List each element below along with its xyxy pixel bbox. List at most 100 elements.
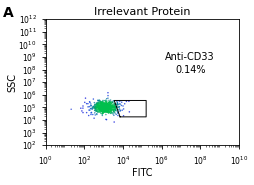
Point bbox=[103, 106, 107, 109]
Point bbox=[98, 109, 102, 112]
Point bbox=[96, 106, 100, 109]
Point bbox=[105, 91, 109, 94]
Point bbox=[115, 106, 119, 109]
Point bbox=[97, 107, 101, 110]
Point bbox=[92, 103, 97, 106]
Point bbox=[96, 108, 100, 111]
Point bbox=[109, 105, 113, 108]
Point bbox=[105, 106, 109, 109]
Point bbox=[101, 107, 105, 110]
Point bbox=[98, 105, 102, 108]
Point bbox=[107, 111, 111, 114]
Point bbox=[107, 101, 111, 104]
Point bbox=[112, 121, 116, 124]
Point bbox=[102, 103, 106, 106]
Point bbox=[102, 108, 106, 111]
Point bbox=[113, 106, 117, 109]
Point bbox=[109, 102, 113, 105]
Point bbox=[109, 108, 113, 111]
Point bbox=[106, 109, 110, 112]
Point bbox=[102, 107, 106, 110]
Point bbox=[105, 105, 109, 108]
Point bbox=[101, 102, 105, 105]
Point bbox=[106, 107, 110, 110]
Point bbox=[96, 110, 100, 113]
Point bbox=[109, 102, 113, 105]
Point bbox=[109, 108, 113, 111]
Point bbox=[97, 108, 101, 111]
Point bbox=[103, 101, 107, 104]
Point bbox=[99, 107, 103, 110]
Point bbox=[112, 106, 116, 109]
Point bbox=[96, 107, 100, 110]
Point bbox=[95, 104, 99, 107]
Point bbox=[107, 108, 111, 111]
Point bbox=[101, 112, 105, 115]
Point bbox=[112, 106, 116, 109]
Point bbox=[119, 101, 123, 104]
Point bbox=[89, 113, 93, 116]
Point bbox=[101, 105, 105, 108]
Point bbox=[120, 109, 124, 112]
Point bbox=[127, 110, 131, 113]
Point bbox=[101, 106, 105, 109]
Point bbox=[116, 108, 120, 111]
Point bbox=[115, 105, 119, 108]
Point bbox=[102, 106, 106, 109]
Point bbox=[107, 100, 111, 103]
Point bbox=[108, 111, 113, 114]
Point bbox=[111, 109, 115, 112]
Point bbox=[98, 105, 102, 108]
Point bbox=[98, 107, 102, 110]
Point bbox=[100, 107, 104, 110]
Point bbox=[101, 110, 105, 113]
Point bbox=[98, 100, 102, 103]
Point bbox=[116, 106, 120, 109]
Point bbox=[103, 105, 107, 108]
Point bbox=[96, 99, 100, 102]
Point bbox=[101, 106, 105, 109]
Point bbox=[105, 109, 109, 112]
Point bbox=[104, 103, 108, 106]
Point bbox=[106, 108, 110, 111]
Point bbox=[98, 100, 102, 103]
Point bbox=[101, 108, 105, 111]
Point bbox=[106, 112, 110, 115]
Point bbox=[108, 104, 112, 107]
Point bbox=[99, 105, 103, 107]
Point bbox=[106, 107, 110, 110]
Point bbox=[118, 109, 122, 112]
Point bbox=[101, 106, 105, 109]
Point bbox=[102, 105, 106, 108]
Point bbox=[112, 108, 116, 111]
Point bbox=[105, 104, 109, 107]
Point bbox=[105, 106, 109, 109]
Point bbox=[103, 106, 107, 109]
Point bbox=[97, 106, 101, 109]
Point bbox=[102, 105, 106, 108]
Point bbox=[100, 104, 104, 107]
Point bbox=[87, 109, 91, 112]
Point bbox=[100, 106, 104, 109]
Point bbox=[115, 103, 119, 106]
Point bbox=[107, 105, 111, 108]
Point bbox=[104, 100, 108, 102]
Point bbox=[101, 110, 105, 113]
Point bbox=[113, 112, 117, 115]
Point bbox=[93, 107, 97, 110]
Point bbox=[97, 104, 101, 107]
Point bbox=[101, 105, 105, 108]
Point bbox=[107, 106, 111, 109]
Point bbox=[105, 104, 109, 107]
Point bbox=[100, 104, 104, 107]
Point bbox=[103, 106, 107, 109]
Point bbox=[101, 107, 105, 110]
Point bbox=[101, 99, 105, 102]
Point bbox=[102, 109, 106, 112]
Point bbox=[99, 103, 103, 106]
Point bbox=[106, 103, 110, 106]
Point bbox=[98, 103, 102, 106]
Point bbox=[99, 107, 103, 110]
Point bbox=[103, 108, 107, 111]
Point bbox=[100, 105, 104, 108]
